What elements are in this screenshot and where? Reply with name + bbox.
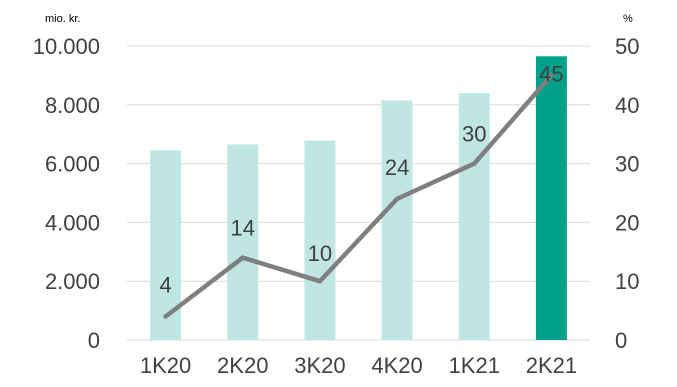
y-right-tick-label: 20 <box>615 210 639 235</box>
x-tick-label: 4K20 <box>371 353 422 378</box>
line-point <box>549 73 554 78</box>
line-series <box>163 73 554 319</box>
x-tick-label: 3K20 <box>294 353 345 378</box>
y-right-tick-label: 40 <box>615 93 639 118</box>
y-left-tick-label: 4.000 <box>45 210 100 235</box>
line-data-label: 14 <box>231 216 255 241</box>
x-tick-label: 1K20 <box>140 353 191 378</box>
bar <box>458 93 490 340</box>
line-point <box>394 196 400 202</box>
bar <box>381 100 413 340</box>
line-point <box>163 314 168 319</box>
y-left-tick-label: 2.000 <box>45 269 100 294</box>
x-tick-label: 2K20 <box>217 353 268 378</box>
y-right-tick-label: 30 <box>615 152 639 177</box>
y-left-tick-label: 8.000 <box>45 93 100 118</box>
data-labels: 4 14 10 24 30 45 <box>159 61 563 297</box>
y-left-tick-label: 0 <box>88 328 100 353</box>
y-right-tick-label: 50 <box>615 34 639 59</box>
bar <box>150 150 182 340</box>
axes: 0 2.000 4.000 6.000 8.000 10.000 0 10 20 30 40 50 mi… <box>33 13 640 378</box>
gridlines <box>127 45 590 341</box>
line-data-label: 30 <box>462 122 486 147</box>
line-series-path <box>163 73 554 319</box>
line-point <box>472 161 477 166</box>
line-data-label: 4 <box>159 272 171 297</box>
line-point <box>240 255 245 260</box>
y-left-unit: mio. kr. <box>45 13 80 25</box>
line-data-label: 45 <box>539 61 563 86</box>
x-tick-label: 1K21 <box>449 353 500 378</box>
bar-series <box>150 56 567 340</box>
y-right-tick-label: 0 <box>615 328 627 353</box>
bar <box>227 144 259 340</box>
y-right-tick-label: 10 <box>615 269 639 294</box>
y-right-unit: % <box>623 13 633 25</box>
x-tick-label: 2K21 <box>526 353 577 378</box>
line-point <box>317 279 323 284</box>
bar <box>535 56 567 340</box>
y-left-tick-label: 6.000 <box>45 152 100 177</box>
y-left-tick-label: 10.000 <box>33 34 100 59</box>
bar <box>304 140 336 340</box>
line-data-label: 24 <box>385 155 409 180</box>
line-data-label: 10 <box>308 241 332 266</box>
